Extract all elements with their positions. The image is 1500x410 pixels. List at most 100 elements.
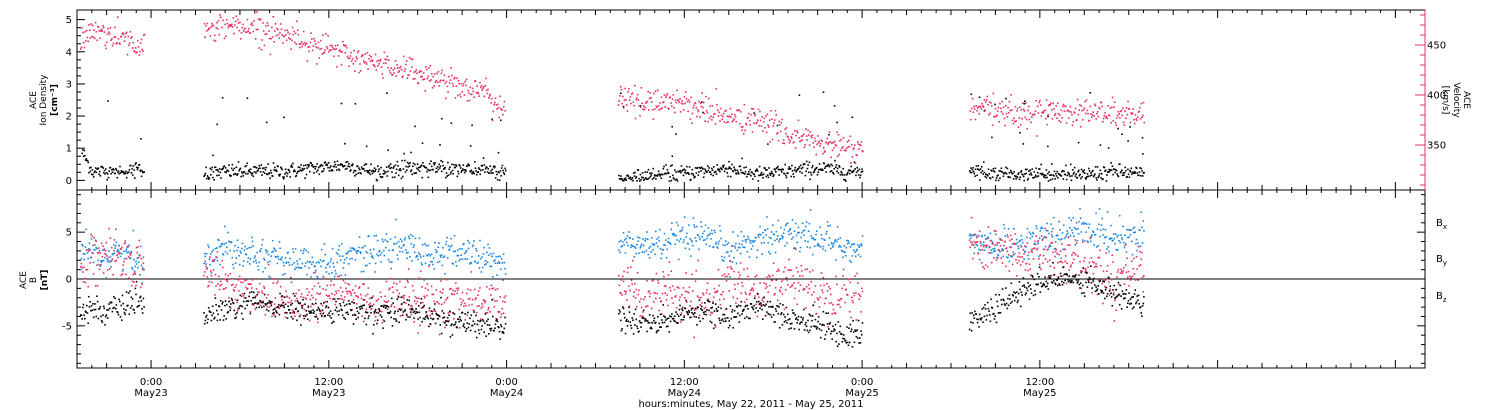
velocity-point xyxy=(379,58,382,61)
bz-point xyxy=(96,285,99,287)
density-point xyxy=(758,174,760,177)
velocity-point xyxy=(235,15,238,18)
density-point xyxy=(817,171,819,173)
density-point xyxy=(334,163,337,166)
bz-point xyxy=(801,275,804,277)
density-point xyxy=(845,180,847,182)
velocity-point xyxy=(337,44,339,46)
velocity-point xyxy=(295,43,298,45)
density-point xyxy=(718,168,720,171)
velocity-point xyxy=(977,106,980,108)
bz-point xyxy=(999,237,1001,240)
by-point xyxy=(331,272,333,274)
density-point xyxy=(93,171,96,174)
bz-point xyxy=(747,275,749,278)
by-point xyxy=(486,251,488,254)
by-point xyxy=(683,239,685,241)
by-point xyxy=(852,249,855,252)
bz-point xyxy=(273,303,276,305)
bz-point xyxy=(214,294,216,296)
density-point xyxy=(336,169,338,171)
density-point xyxy=(137,167,139,169)
by-point xyxy=(643,251,646,253)
bz-point xyxy=(443,301,446,304)
density-point xyxy=(760,171,763,174)
by-point xyxy=(840,246,842,248)
density-point xyxy=(730,168,733,170)
bz-point xyxy=(997,257,999,259)
density-point xyxy=(1020,170,1023,172)
bz-point xyxy=(703,307,706,310)
bz-point xyxy=(242,281,244,284)
bz-point xyxy=(826,282,828,285)
velocity-point xyxy=(1121,114,1123,117)
velocity-point xyxy=(799,140,801,143)
density-point xyxy=(1092,175,1095,178)
bz-point xyxy=(1034,240,1036,243)
density-point xyxy=(979,179,981,181)
by-point xyxy=(1004,235,1006,237)
bz-point xyxy=(452,289,454,292)
density-point xyxy=(824,165,827,168)
by-point xyxy=(128,244,130,247)
velocity-point xyxy=(639,106,642,108)
density-point xyxy=(276,170,278,172)
by-point xyxy=(859,245,861,247)
velocity-point xyxy=(678,101,680,104)
by-point xyxy=(383,254,386,257)
velocity-point xyxy=(454,76,456,79)
velocity-point xyxy=(262,22,264,24)
velocity-point xyxy=(1057,112,1060,115)
velocity-point xyxy=(90,23,92,25)
density-point xyxy=(653,176,655,179)
bz-point xyxy=(251,287,253,289)
bz-point xyxy=(1079,270,1082,272)
velocity-point xyxy=(642,108,644,110)
bz-point xyxy=(366,293,369,296)
bz-point xyxy=(456,292,458,295)
by-point xyxy=(995,256,998,259)
bz-point xyxy=(780,280,783,283)
bz-point xyxy=(389,287,391,290)
bz-point xyxy=(471,298,474,301)
by-point xyxy=(1026,227,1029,230)
bz-point xyxy=(799,275,801,277)
bz-point xyxy=(721,274,724,277)
density-point xyxy=(676,178,678,181)
bz-point xyxy=(457,287,460,289)
bz-point xyxy=(402,295,405,297)
density-point xyxy=(336,160,339,163)
bz-point xyxy=(686,291,689,293)
bz-point xyxy=(681,306,684,308)
bz-point xyxy=(1078,274,1081,276)
velocity-point xyxy=(231,26,234,28)
density-point xyxy=(704,170,707,172)
density-point xyxy=(861,170,864,173)
by-point xyxy=(1101,217,1103,220)
density-point xyxy=(1098,175,1100,177)
by-point xyxy=(211,251,213,253)
velocity-point xyxy=(705,110,708,112)
velocity-point xyxy=(222,19,224,22)
bz-point xyxy=(718,284,720,287)
bz-point xyxy=(111,258,114,260)
density-point xyxy=(766,169,768,171)
density-point xyxy=(138,164,141,166)
velocity-point xyxy=(272,16,275,18)
velocity-point xyxy=(239,21,241,24)
bz-point xyxy=(94,244,96,246)
density-point xyxy=(252,175,255,178)
velocity-point xyxy=(812,142,815,144)
by-point xyxy=(1003,227,1006,230)
velocity-point xyxy=(455,85,458,87)
velocity-point xyxy=(460,83,463,85)
velocity-point xyxy=(129,31,132,33)
by-point xyxy=(715,241,718,244)
by-point xyxy=(714,231,716,234)
velocity-point xyxy=(1119,110,1122,113)
by-point xyxy=(807,230,810,232)
velocity-point xyxy=(481,89,483,91)
density-point xyxy=(1120,170,1122,173)
velocity-point xyxy=(1142,101,1145,104)
bz-point xyxy=(222,266,224,269)
